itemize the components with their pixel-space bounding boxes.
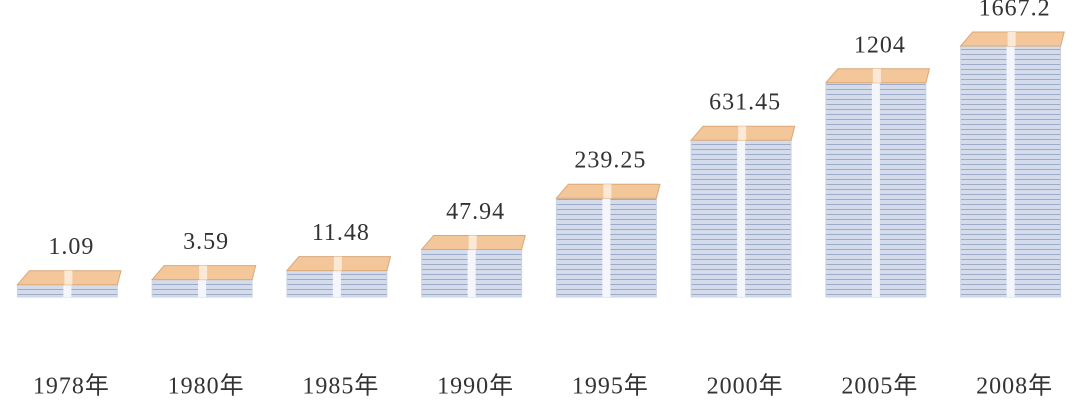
x-tick-label: 1978年 — [33, 373, 110, 400]
stack-band — [467, 249, 476, 297]
stack-band — [63, 284, 72, 297]
stack-band — [737, 140, 746, 297]
value-label: 1667.2 — [979, 0, 1051, 22]
x-tick-label: 2005年 — [841, 373, 918, 400]
top-band — [872, 68, 881, 83]
top-band — [333, 256, 342, 271]
value-label: 1.09 — [48, 234, 94, 260]
top-band — [468, 235, 477, 250]
stack-band — [332, 270, 341, 297]
stack-band — [198, 279, 207, 297]
top-band — [1007, 32, 1016, 47]
value-label: 239.25 — [574, 148, 646, 174]
value-label: 11.48 — [312, 220, 370, 246]
stack-band — [871, 82, 880, 298]
stack-band — [602, 198, 611, 297]
x-tick-label: 2000年 — [707, 373, 784, 400]
x-tick-label: 1980年 — [168, 373, 245, 400]
top-band — [738, 126, 747, 141]
value-label: 47.94 — [446, 199, 505, 225]
top-band — [199, 265, 208, 280]
x-tick-label: 1985年 — [302, 373, 379, 400]
top-band — [603, 184, 612, 199]
x-tick-label: 1990年 — [437, 373, 514, 400]
value-label: 631.45 — [709, 90, 781, 116]
value-label: 1204 — [854, 32, 906, 58]
x-tick-label: 2008年 — [976, 373, 1053, 400]
top-band — [64, 270, 73, 285]
stack-band — [1006, 46, 1015, 297]
x-tick-label: 1995年 — [572, 373, 649, 400]
value-label: 3.59 — [183, 229, 229, 255]
